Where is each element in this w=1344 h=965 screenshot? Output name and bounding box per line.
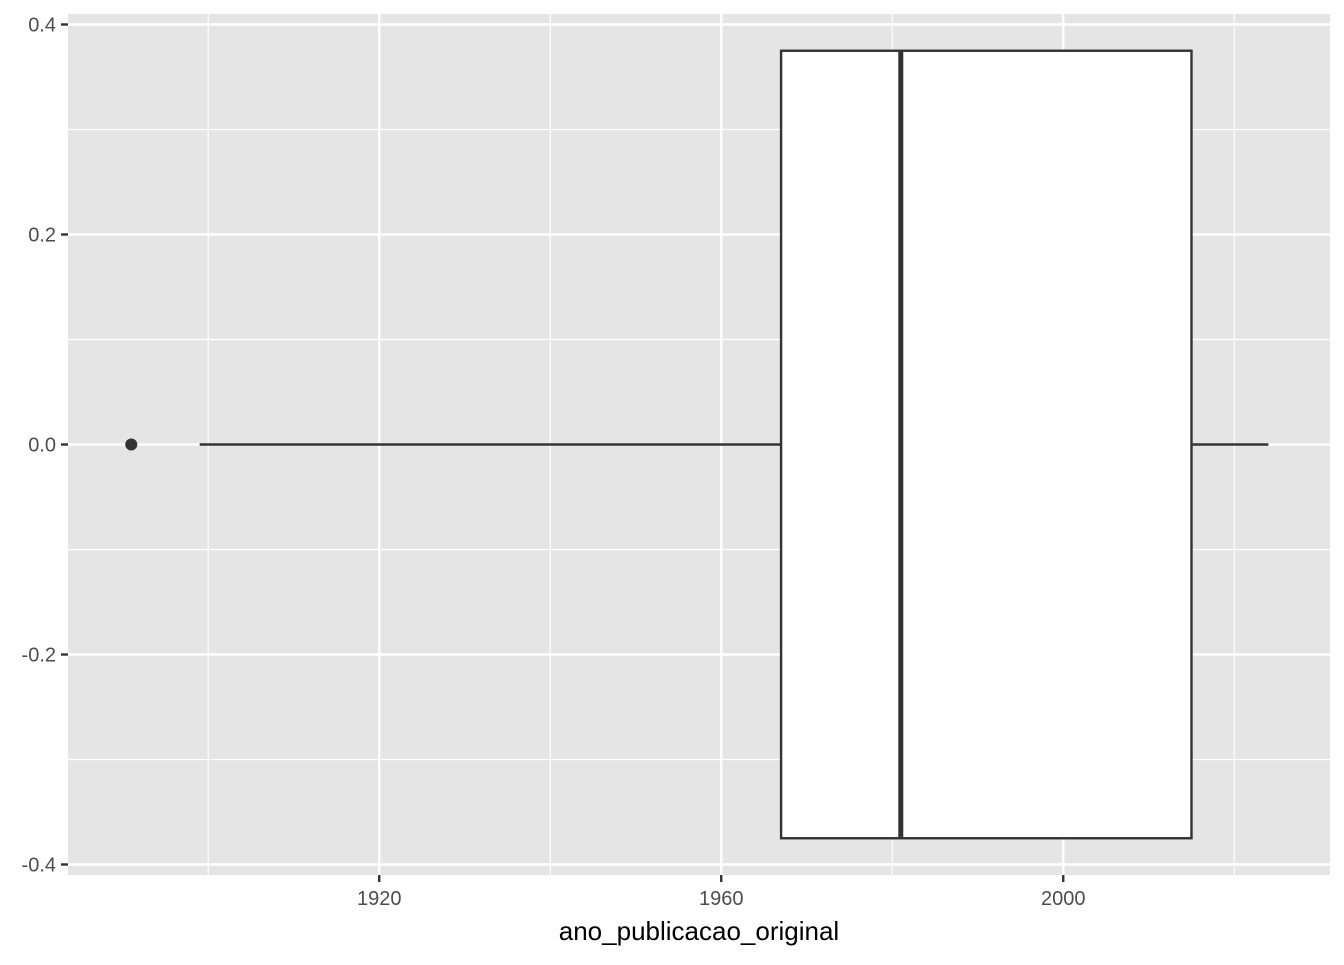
- x-axis-title: ano_publicacao_original: [559, 916, 839, 946]
- x-tick-label: 1960: [699, 888, 744, 910]
- x-tick-label: 2000: [1041, 888, 1086, 910]
- outlier-point: [125, 438, 138, 451]
- x-tick-label: 1920: [357, 888, 402, 910]
- y-tick-label: 0.2: [28, 225, 56, 247]
- y-tick-label: -0.4: [22, 855, 56, 877]
- box-layer: [125, 49, 1269, 840]
- x-axis: 1920 1960 2000: [357, 875, 1086, 910]
- y-tick-label: -0.2: [22, 645, 56, 667]
- y-tick-label: 0.4: [28, 15, 56, 37]
- y-tick-label: 0.0: [28, 435, 56, 457]
- interquartile-box: [779, 49, 1193, 840]
- y-axis: -0.4 -0.2 0.0 0.2 0.4: [22, 15, 68, 877]
